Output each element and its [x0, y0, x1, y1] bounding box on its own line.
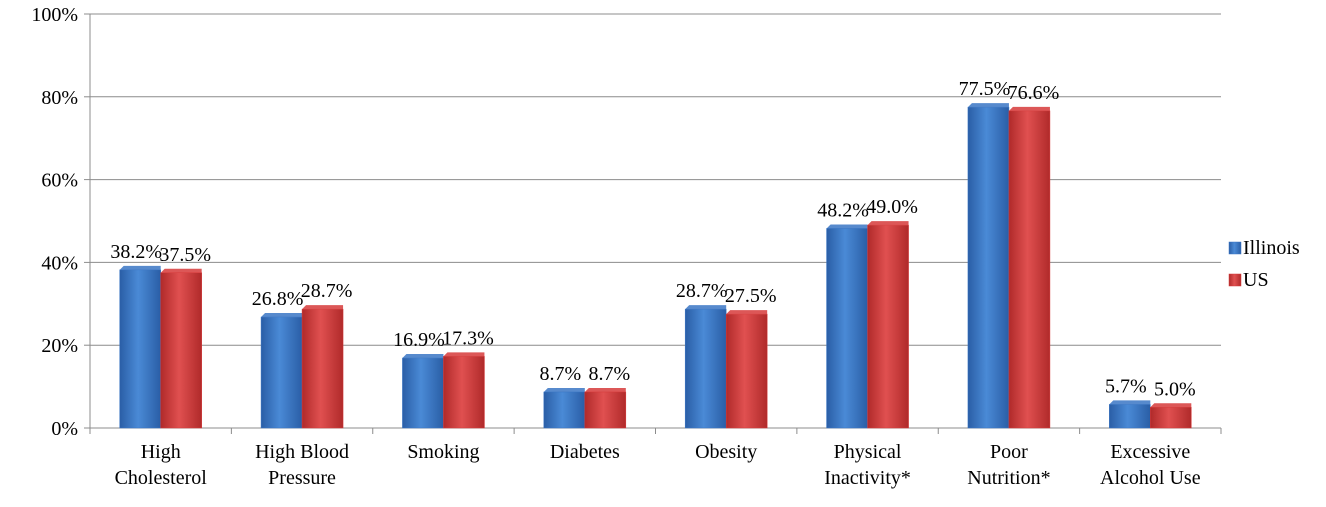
y-tick-label: 0% [51, 418, 78, 440]
data-label: 17.3% [442, 327, 494, 349]
legend-swatch [1228, 241, 1242, 255]
x-category-label: Diabetes [550, 441, 620, 463]
data-label: 49.0% [866, 196, 918, 218]
bar-illinois [684, 305, 727, 429]
bar-body [725, 313, 768, 429]
x-category-label: Physical Inactivity* [824, 441, 911, 489]
y-tick-label: 80% [41, 87, 78, 109]
bar-top-face [685, 305, 727, 310]
y-tick-label: 20% [41, 335, 78, 357]
legend-label: US [1243, 269, 1269, 291]
data-label: 26.8% [252, 288, 304, 310]
bar-top-face [584, 387, 626, 392]
bar-top-face [867, 221, 909, 226]
bar-us [160, 268, 202, 429]
bar-body [826, 228, 868, 429]
data-labels: 38.2%37.5%26.8%28.7%16.9%17.3%8.7% 8.7%28… [110, 78, 1195, 400]
data-label: 5.7% [1105, 375, 1147, 397]
y-tick-label: 60% [41, 170, 78, 192]
x-category-label: Excessive Alcohol Use [1100, 441, 1201, 489]
bar-body [867, 224, 909, 429]
bar-body [301, 308, 344, 429]
bar-body [1150, 407, 1192, 429]
bar-top-face [726, 310, 768, 315]
bar-top-face [160, 268, 202, 273]
bar-us [443, 352, 485, 429]
bar-top-face [1008, 106, 1050, 111]
bar-body [684, 308, 727, 429]
bar-us [1008, 106, 1051, 429]
legend-label: Illinois [1243, 237, 1300, 259]
bar-us [725, 310, 768, 429]
bar-top-face [119, 265, 161, 270]
bar-illinois [402, 354, 444, 429]
bar-us [584, 387, 627, 429]
data-label: 5.0% [1154, 378, 1196, 400]
bar-top-face [967, 103, 1009, 108]
data-label: 16.9% [393, 329, 445, 351]
data-label: 38.2% [110, 241, 162, 263]
bar-top-face [443, 352, 485, 357]
bar-body [119, 269, 161, 429]
x-category-label: Poor Nutrition* [967, 441, 1050, 489]
data-label: 76.6% [1008, 82, 1060, 104]
bar-top-face [402, 354, 444, 359]
bar-body [543, 391, 586, 429]
y-tick-label: 40% [41, 252, 78, 274]
bar-illinois [119, 265, 161, 429]
bar-us [1150, 403, 1192, 429]
bar-top-face [1150, 403, 1192, 408]
bar-body [402, 357, 444, 429]
legend-item-illinois: Illinois [1228, 237, 1300, 259]
bars [119, 103, 1192, 429]
bar-body [584, 391, 627, 429]
data-label: 8.7% [588, 363, 630, 385]
x-category-label: High Cholesterol [115, 441, 208, 489]
bar-top-face [261, 313, 303, 318]
data-label: 48.2% [817, 199, 869, 221]
bar-illinois [967, 103, 1010, 429]
legend-item-us: US [1228, 269, 1269, 291]
data-label: 37.5% [159, 244, 211, 266]
data-label: 8.7% [539, 363, 581, 385]
bar-body [443, 356, 485, 429]
data-label: 77.5% [959, 78, 1011, 100]
bar-body [260, 316, 303, 429]
data-label: 28.7% [676, 280, 728, 302]
bar-illinois [1109, 400, 1151, 429]
bar-illinois [826, 224, 868, 429]
x-category-label: High Blood Pressure [255, 441, 349, 489]
x-category-label: Obesity [695, 441, 757, 463]
y-tick-label: 100% [31, 4, 78, 26]
bar-top-face [302, 305, 344, 310]
x-category-label: Smoking [407, 441, 479, 463]
bar-body [160, 272, 202, 429]
bar-body [1008, 110, 1051, 429]
bar-us [867, 221, 909, 429]
data-label: 27.5% [725, 285, 777, 307]
legend-swatch [1228, 273, 1242, 287]
bar-top-face [826, 224, 868, 229]
bar-body [967, 106, 1010, 429]
bar-us [301, 305, 344, 429]
legend: Illinois US [1228, 237, 1300, 291]
bar-body [1109, 404, 1151, 429]
bar-top-face [1109, 400, 1151, 405]
bar-illinois [260, 313, 303, 429]
data-label: 28.7% [301, 280, 353, 302]
bar-illinois [543, 387, 586, 429]
bar-top-face [543, 387, 585, 392]
